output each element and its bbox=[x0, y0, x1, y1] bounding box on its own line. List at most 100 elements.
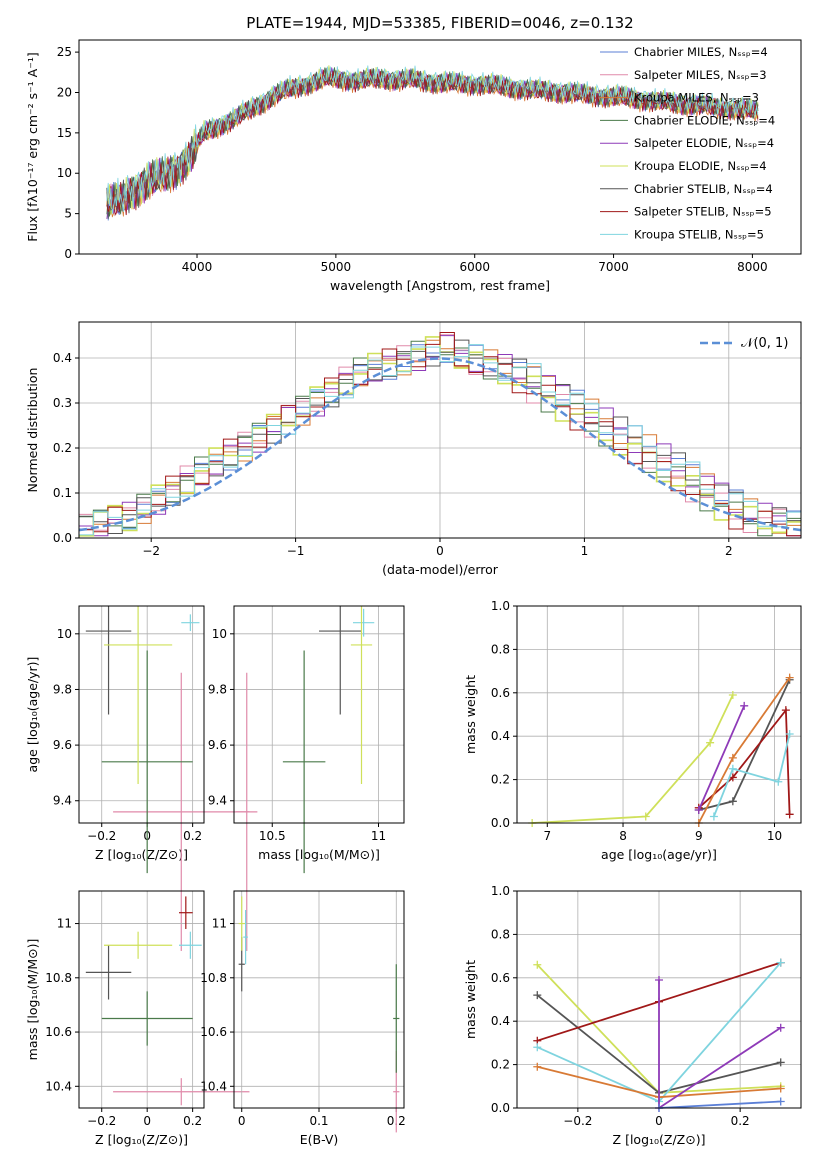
mass-weight-marker bbox=[785, 810, 794, 819]
y-tick-label: 0.2 bbox=[53, 441, 72, 455]
y-tick-label: 0.2 bbox=[491, 773, 510, 787]
y-tick-label: 11 bbox=[212, 917, 227, 931]
x-tick-label: 9 bbox=[695, 829, 703, 843]
axes-frame bbox=[233, 605, 405, 824]
axes-frame bbox=[78, 321, 802, 539]
axes-frame bbox=[233, 890, 405, 1109]
x-tick-label: 11 bbox=[371, 829, 386, 843]
x-tick-label: 7000 bbox=[598, 260, 629, 274]
y-tick-label: 5 bbox=[64, 207, 72, 221]
x-tick-label: 8000 bbox=[737, 260, 768, 274]
x-tick-label: 8 bbox=[619, 829, 627, 843]
x-axis-label: age [log₁₀(age/yr)] bbox=[601, 847, 717, 862]
x-tick-label: −0.2 bbox=[563, 1114, 592, 1128]
x-tick-label: 10.5 bbox=[259, 829, 286, 843]
figure-title: PLATE=1944, MJD=53385, FIBERID=0046, z=0… bbox=[246, 14, 633, 32]
y-tick-label: 0.2 bbox=[491, 1058, 510, 1072]
mass-weight-line bbox=[658, 1100, 781, 1109]
legend-label: Salpeter MILES, Nₛₛₚ=3 bbox=[634, 68, 767, 82]
residual-histogram-panel: −2 −1 0 1 2 0.0 0.1 0.2 0.3 0.4 (data-model)/error… bbox=[25, 321, 802, 577]
axes-frame bbox=[516, 890, 802, 1109]
x-tick-label: 0.2 bbox=[183, 1114, 202, 1128]
mass-weight-marker bbox=[776, 1023, 785, 1032]
y-axis-label: Flux [fλ10⁻¹⁷ erg cm⁻² s⁻¹ A⁻¹] bbox=[25, 52, 40, 241]
mass-weight-marker bbox=[533, 991, 542, 1000]
legend-label: Chabrier STELIB, Nₛₛₚ=4 bbox=[634, 182, 773, 196]
histogram-step bbox=[79, 344, 801, 536]
x-tick-label: 4000 bbox=[182, 260, 213, 274]
x-tick-label: −0.2 bbox=[87, 1114, 116, 1128]
y-tick-label: 0.4 bbox=[491, 729, 510, 743]
mass-weight-vs-metallicity-panel: −0.2 0 0.2 0.0 0.2 0.4 0.6 0.8 1.0 Z [log₁₀(Z/Z⊙)… bbox=[463, 884, 802, 1147]
mass-weight-marker bbox=[776, 1097, 785, 1106]
mass-weight-marker bbox=[776, 958, 785, 967]
mass-weight-marker bbox=[709, 812, 718, 821]
axes-frame bbox=[78, 605, 205, 824]
axes-frame bbox=[78, 39, 802, 255]
mass-weight-marker bbox=[785, 673, 794, 682]
x-axis-label: Z [log₁₀(Z/Z⊙)] bbox=[95, 847, 188, 862]
legend-label: Kroupa ELODIE, Nₛₛₚ=4 bbox=[634, 159, 767, 173]
mass-weight-marker bbox=[533, 1062, 542, 1071]
y-tick-label: 10.6 bbox=[45, 1025, 72, 1039]
x-axis-label: Z [log₁₀(Z/Z⊙)] bbox=[95, 1132, 188, 1147]
mass-weight-marker bbox=[728, 797, 737, 806]
mass-weight-marker bbox=[785, 730, 794, 739]
y-tick-label: 0.0 bbox=[491, 816, 510, 830]
y-tick-label: 15 bbox=[57, 126, 72, 140]
mass-weight-marker bbox=[694, 805, 703, 814]
mass-weight-marker bbox=[533, 960, 542, 969]
legend-label: Kroupa STELIB, Nₛₛₚ=5 bbox=[634, 227, 764, 241]
y-tick-label: 0.1 bbox=[53, 486, 72, 500]
axes-frame bbox=[516, 605, 802, 824]
y-axis-label: mass weight bbox=[463, 675, 478, 754]
y-tick-label: 9.4 bbox=[208, 794, 227, 808]
x-tick-label: −0.2 bbox=[87, 829, 116, 843]
y-tick-label: 25 bbox=[57, 45, 72, 59]
y-tick-label: 0.4 bbox=[53, 351, 72, 365]
mass-weight-marker bbox=[776, 1058, 785, 1067]
legend-label: Salpeter ELODIE, Nₛₛₚ=4 bbox=[634, 136, 774, 150]
y-tick-label: 20 bbox=[57, 85, 72, 99]
mass-weight-line bbox=[532, 694, 734, 824]
x-tick-label: −2 bbox=[142, 544, 160, 558]
mass-weight-line bbox=[698, 679, 791, 811]
x-tick-label: 0 bbox=[143, 1114, 151, 1128]
legend-label: 𝒩(0, 1) bbox=[741, 336, 788, 351]
y-tick-label: 0.0 bbox=[491, 1101, 510, 1115]
x-tick-label: 0 bbox=[238, 1114, 246, 1128]
y-tick-label: 1.0 bbox=[491, 884, 510, 898]
mass-weight-vs-age-panel: 7 8 9 10 0.0 0.2 0.4 0.6 0.8 1.0 age [log₁₀(age/yr… bbox=[463, 599, 802, 862]
y-tick-label: 0 bbox=[64, 247, 72, 261]
mass-weight-marker bbox=[776, 1084, 785, 1093]
gaussian-curve bbox=[78, 357, 802, 532]
y-tick-label: 1.0 bbox=[491, 599, 510, 613]
mass-weight-marker bbox=[781, 706, 790, 715]
y-tick-label: 11 bbox=[57, 917, 72, 931]
y-tick-label: 10 bbox=[57, 627, 72, 641]
y-tick-label: 9.4 bbox=[53, 794, 72, 808]
x-axis-label: Z [log₁₀(Z/Z⊙)] bbox=[613, 1132, 706, 1147]
spectrum-panel: 4000 5000 6000 7000 8000 0 5 10 15 20 25 wavelength… bbox=[25, 39, 802, 293]
x-axis-label: mass [log₁₀(M/M⊙)] bbox=[258, 847, 380, 862]
y-tick-label: 10 bbox=[212, 627, 227, 641]
mass-weight-marker bbox=[655, 975, 663, 984]
y-tick-label: 10.8 bbox=[200, 971, 227, 985]
x-tick-label: 5000 bbox=[321, 260, 352, 274]
mass-weight-line bbox=[697, 705, 746, 811]
x-tick-label: 6000 bbox=[459, 260, 490, 274]
x-tick-label: 0.1 bbox=[309, 1114, 328, 1128]
x-axis-label: wavelength [Angstrom, rest frame] bbox=[330, 278, 550, 293]
y-tick-label: 0.6 bbox=[491, 971, 510, 985]
y-tick-label: 10.4 bbox=[200, 1079, 227, 1093]
y-tick-label: 0.0 bbox=[53, 531, 72, 545]
y-tick-label: 0.8 bbox=[491, 927, 510, 941]
x-tick-label: 10 bbox=[767, 829, 782, 843]
y-axis-label: age [log₁₀(age/yr)] bbox=[25, 657, 40, 773]
x-tick-label: 0 bbox=[655, 1114, 663, 1128]
y-axis-label: Normed distribution bbox=[25, 368, 40, 493]
x-tick-label: 2 bbox=[725, 544, 733, 558]
